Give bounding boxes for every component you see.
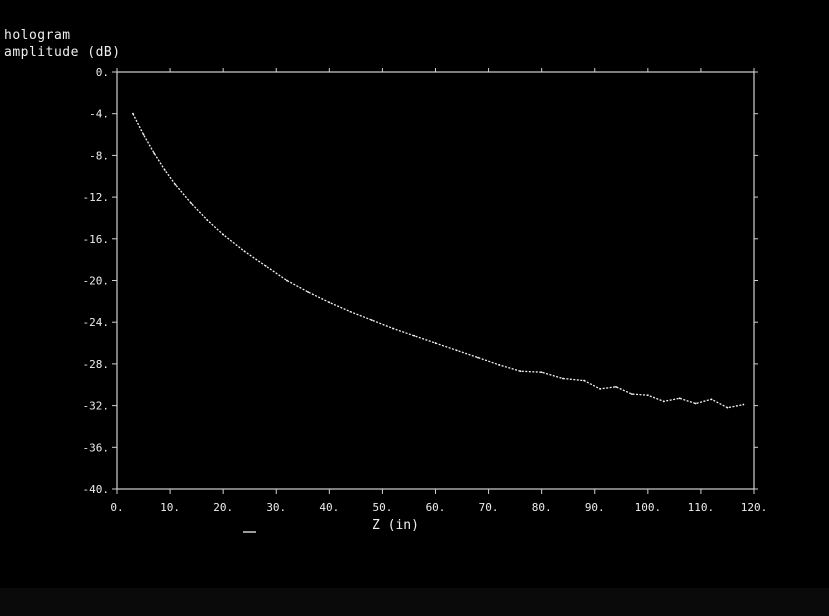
data-point: [498, 364, 501, 366]
data-point: [243, 250, 246, 253]
y-tick-label: -32.: [83, 400, 110, 413]
x-tick-label: 30.: [266, 501, 286, 514]
chart-title-line-2: amplitude (dB): [4, 45, 121, 60]
x-tick-label: 20.: [213, 501, 233, 514]
x-tick-label: 100.: [635, 501, 662, 514]
data-point: [631, 393, 633, 396]
data-point: [222, 233, 225, 236]
data-point: [392, 327, 394, 330]
chart-title-line-1: hologram: [4, 28, 71, 43]
y-tick-label: -4.: [89, 108, 109, 121]
data-point: [562, 377, 564, 380]
data-point: [434, 342, 437, 344]
data-point: [519, 370, 522, 373]
data-point: [370, 319, 373, 322]
y-tick-label: -28.: [83, 358, 110, 371]
y-tick-label: -12.: [83, 191, 110, 204]
data-point: [455, 349, 458, 352]
data-point: [142, 133, 145, 136]
x-tick-label: 90.: [585, 501, 605, 514]
x-tick-label: 10.: [160, 501, 180, 514]
data-point: [662, 400, 665, 403]
x-axis-label: Z (in): [372, 518, 419, 533]
x-tick-label: 50.: [372, 501, 392, 514]
data-point: [477, 356, 479, 359]
data-point: [678, 397, 681, 400]
y-tick-label: -16.: [83, 233, 110, 246]
y-tick-label: -8.: [89, 149, 109, 162]
data-point: [742, 403, 745, 406]
data-point: [349, 310, 352, 313]
data-point: [307, 291, 309, 293]
data-point: [646, 394, 649, 397]
data-point: [583, 379, 586, 382]
y-tick-label: 0.: [96, 66, 109, 79]
data-point: [174, 183, 177, 186]
y-tick-label: -40.: [83, 483, 110, 496]
axes-frame: [116, 71, 755, 490]
data-point: [540, 371, 543, 374]
data-point: [328, 301, 331, 304]
bottom-strip: [0, 588, 829, 616]
data-point: [599, 388, 601, 390]
data-point: [190, 202, 193, 205]
x-tick-label: 80.: [532, 501, 552, 514]
x-tick-label: 0.: [110, 501, 123, 514]
data-point: [132, 112, 134, 115]
data-point: [206, 219, 209, 221]
y-tick-label: -20.: [83, 275, 110, 288]
x-tick-label: 120.: [741, 501, 768, 514]
y-tick-label: -24.: [83, 316, 110, 329]
data-point: [710, 398, 713, 401]
x-tick-label: 110.: [688, 501, 715, 514]
data-point: [264, 265, 267, 267]
x-tick-label: 60.: [426, 501, 446, 514]
series-line: [132, 113, 744, 409]
data-point: [694, 402, 697, 405]
data-point: [413, 334, 416, 337]
data-point: [615, 385, 617, 388]
x-tick-label: 70.: [479, 501, 499, 514]
data-point: [726, 406, 729, 409]
data-point: [153, 152, 156, 155]
data-point: [285, 279, 288, 282]
x-tick-label: 40.: [319, 501, 339, 514]
y-tick-label: -36.: [83, 441, 110, 454]
data-point: [163, 169, 166, 171]
